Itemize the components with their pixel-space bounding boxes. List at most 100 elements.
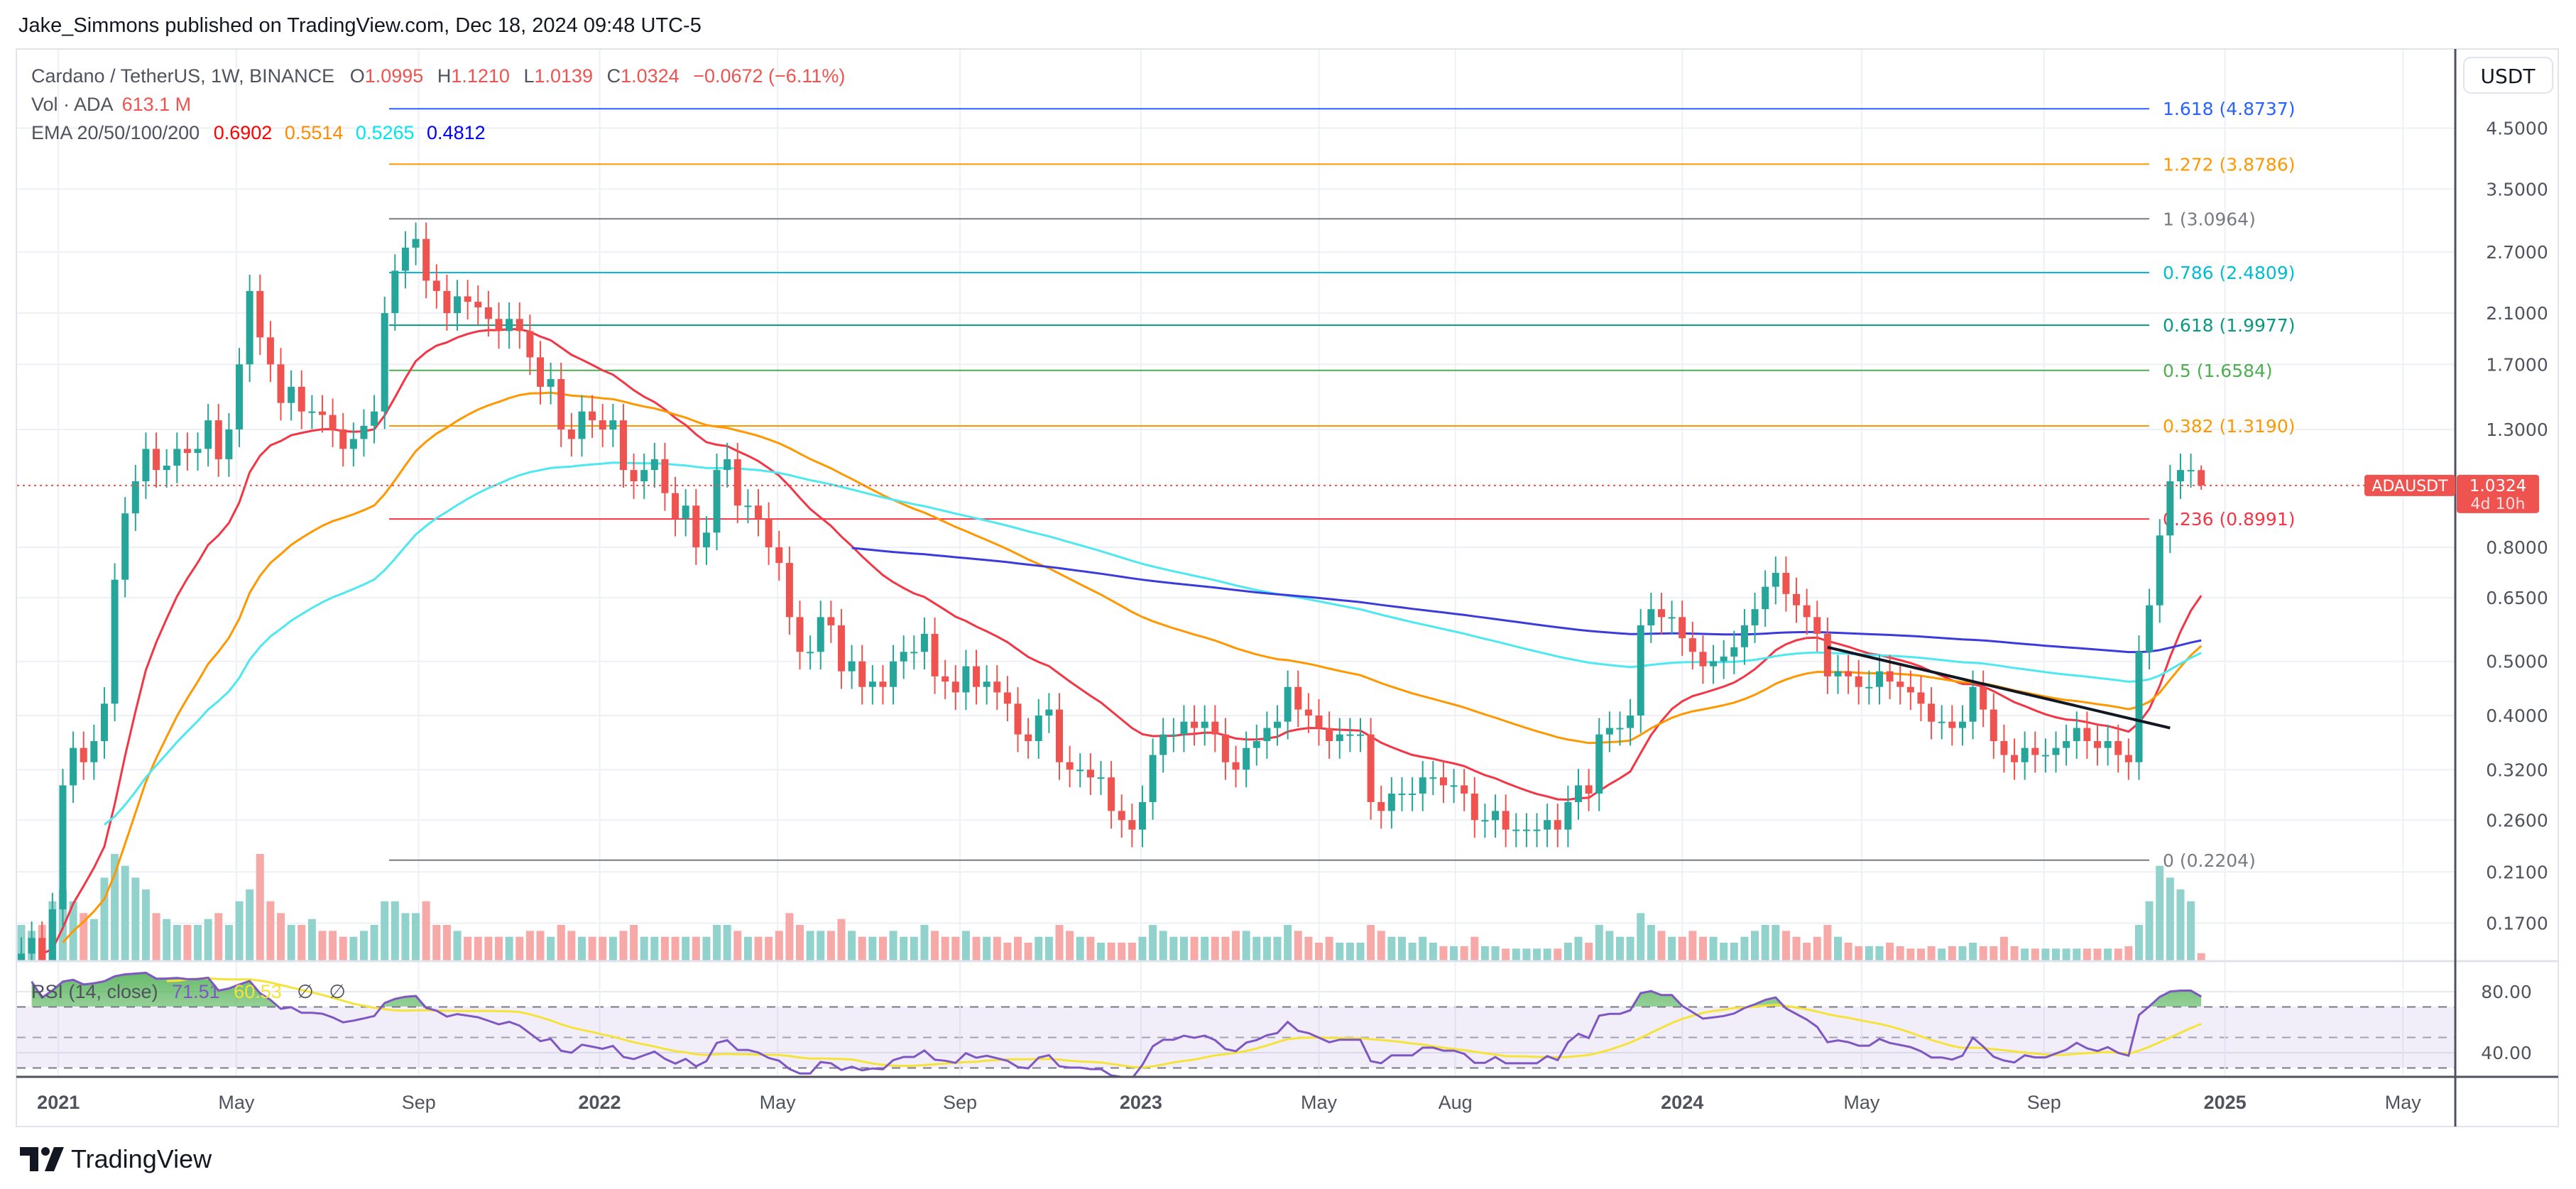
candle-body bbox=[951, 681, 959, 693]
candle bbox=[1710, 645, 1718, 684]
volume-bar bbox=[796, 925, 804, 960]
candle-body bbox=[381, 313, 388, 412]
price-axis[interactable]: 4.5000 3.5000 2.7000 2.1000 1.7000 1.3000 0.80… bbox=[2481, 118, 2548, 1063]
candle-body bbox=[2135, 652, 2143, 762]
candle-body bbox=[640, 470, 648, 482]
candle bbox=[775, 530, 783, 581]
candle bbox=[567, 412, 575, 457]
volume-bar bbox=[1242, 931, 1250, 960]
volume-bar bbox=[577, 936, 586, 960]
candle bbox=[1159, 718, 1167, 773]
ema20-value: 0.6902 bbox=[214, 122, 273, 143]
candle-body bbox=[1243, 747, 1250, 770]
candle bbox=[1035, 698, 1042, 759]
legend-ohlc-row: Cardano / TetherUS, 1W, BINANCE O1.0995 … bbox=[31, 65, 845, 87]
candle bbox=[225, 412, 233, 477]
time-tick-label: 2021 bbox=[37, 1092, 80, 1113]
candle bbox=[993, 665, 1001, 711]
candle bbox=[1958, 705, 1966, 746]
volume-bar bbox=[422, 901, 430, 960]
volume-bar bbox=[1554, 948, 1562, 960]
ema50-value: 0.5514 bbox=[285, 122, 344, 143]
volume-bar bbox=[1294, 931, 1302, 960]
volume-bar bbox=[868, 936, 877, 960]
trendline[interactable] bbox=[1827, 645, 2171, 730]
fibonacci-retracement[interactable]: 1.618 (4.8737) 1.272 (3.8786) 1 (3.0964) 0.… bbox=[389, 99, 2296, 871]
candle-body bbox=[506, 319, 513, 332]
volume-bar bbox=[1563, 943, 1572, 960]
volume-bar bbox=[152, 913, 160, 960]
candle-body bbox=[1906, 686, 1914, 693]
volume-bar bbox=[1916, 948, 1925, 960]
candle bbox=[702, 516, 710, 565]
candle bbox=[890, 645, 897, 705]
candle bbox=[515, 302, 523, 349]
volume-bar bbox=[2104, 948, 2112, 960]
candle-body bbox=[619, 420, 627, 471]
candle bbox=[713, 453, 721, 551]
candle-body bbox=[1201, 721, 1208, 728]
volume-bar bbox=[608, 936, 617, 960]
candle bbox=[308, 395, 316, 429]
volume-bar bbox=[1668, 936, 1676, 960]
candle-body bbox=[2021, 747, 2029, 762]
candle bbox=[1336, 718, 1343, 759]
volume-bar bbox=[1076, 936, 1084, 960]
candle bbox=[2011, 738, 2019, 780]
candle bbox=[1585, 769, 1593, 811]
candle-body bbox=[1585, 785, 1593, 794]
candle-body bbox=[1855, 676, 1862, 687]
volume-bar bbox=[412, 913, 420, 960]
candle-body bbox=[1637, 625, 1644, 716]
bar-countdown: 4d 10h bbox=[2471, 495, 2526, 513]
candle bbox=[1906, 670, 1914, 711]
open-value: 1.0995 bbox=[365, 65, 424, 87]
candle-body bbox=[609, 420, 617, 430]
candle-body bbox=[318, 411, 326, 415]
price-tick-label: 1.3000 bbox=[2486, 420, 2548, 440]
candle bbox=[1387, 777, 1395, 829]
candle bbox=[2041, 738, 2049, 773]
candle-body bbox=[1035, 715, 1042, 742]
volume-bar bbox=[2062, 948, 2070, 960]
candle-body bbox=[1221, 734, 1229, 762]
currency-button[interactable]: USDT bbox=[2463, 57, 2553, 94]
volume-bar bbox=[2197, 953, 2205, 960]
candle-body bbox=[630, 470, 638, 482]
candle bbox=[173, 432, 181, 483]
volume-bar bbox=[599, 936, 607, 960]
candle bbox=[557, 362, 565, 447]
candle-body bbox=[1367, 734, 1375, 802]
candle bbox=[910, 635, 918, 670]
time-tick-label: 2023 bbox=[1120, 1092, 1162, 1113]
volume-bar bbox=[961, 931, 970, 960]
volume-bar bbox=[1585, 943, 1593, 960]
candle-body bbox=[1958, 721, 1966, 728]
volume-bar bbox=[1336, 943, 1344, 960]
volume-bar bbox=[329, 931, 337, 960]
volume-bar bbox=[287, 925, 295, 960]
candle-body bbox=[391, 270, 399, 314]
candle bbox=[733, 442, 741, 524]
candle-body bbox=[807, 652, 814, 654]
volume-bar bbox=[2156, 865, 2164, 960]
time-axis[interactable]: 2021 May Sep 2022 May Sep 2023 May Aug 2024 May Sep… bbox=[37, 1092, 2421, 1113]
candle bbox=[2187, 453, 2195, 488]
tradingview-logo[interactable]: TradingView bbox=[20, 1144, 212, 1174]
volume-bar bbox=[692, 936, 700, 960]
candle bbox=[1149, 738, 1157, 820]
volume-bar bbox=[224, 925, 233, 960]
candle-body bbox=[1191, 721, 1199, 728]
candle-body bbox=[1710, 661, 1718, 667]
volume-bar bbox=[2010, 946, 2019, 960]
candles bbox=[18, 222, 2205, 960]
volume-bar bbox=[1730, 943, 1738, 960]
candle bbox=[942, 659, 949, 700]
candle-body bbox=[2114, 741, 2122, 755]
volume-bar bbox=[1450, 946, 1458, 960]
symbol-title[interactable]: Cardano / TetherUS, 1W, BINANCE bbox=[31, 65, 334, 87]
volume-bar bbox=[972, 936, 981, 960]
candle-body bbox=[28, 938, 36, 954]
candle bbox=[1855, 659, 1862, 705]
